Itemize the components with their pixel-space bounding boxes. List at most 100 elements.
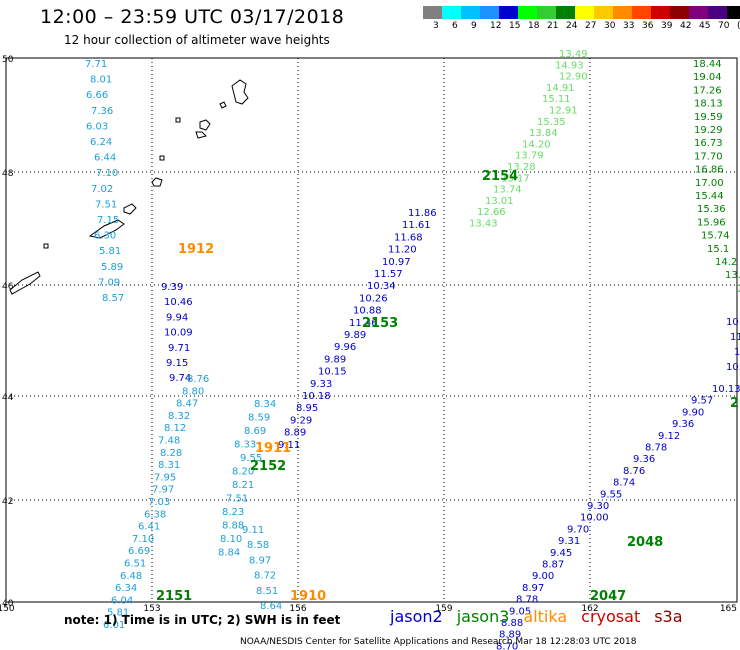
wave-height-value: 6.03	[86, 121, 108, 132]
wave-height-value: 17.26	[693, 85, 722, 96]
wave-height-value: 10.15	[318, 367, 347, 378]
wave-height-value: 5.81	[107, 608, 129, 619]
map-grid	[6, 58, 737, 602]
wave-height-value: 9.33	[310, 379, 332, 390]
wave-height-value: 16.73	[694, 138, 723, 149]
wave-height-value: 9.11	[242, 525, 264, 536]
wave-height-value: 13.84	[529, 128, 558, 139]
wave-height-value: 8.89	[284, 428, 306, 439]
map-frame	[5, 57, 738, 603]
scale-label: 12	[490, 21, 502, 31]
scale-swatch	[632, 6, 651, 19]
wave-height-value: 12.91	[549, 106, 578, 117]
wave-height-value: 8.31	[158, 460, 180, 471]
wave-height-value: 9.89	[344, 330, 366, 341]
wave-height-value: 8.88	[501, 618, 523, 629]
pass-time-label: 2047	[590, 589, 626, 604]
wave-height-value: 9.39	[161, 282, 183, 293]
wave-height-value: 14.93	[555, 60, 584, 71]
wave-height-value: 9.00	[532, 571, 554, 582]
map-border	[5, 57, 738, 603]
track-tR2: 10 11 11 10.3	[726, 317, 740, 373]
wave-height-value: 6.04	[111, 595, 133, 606]
wave-height-value: 18.44	[693, 59, 722, 70]
wave-height-value: 9.29	[290, 415, 312, 426]
wave-height-value: 6.66	[86, 90, 108, 101]
wave-height-value: 6.34	[115, 583, 137, 594]
wave-height-value: 6.44	[94, 153, 116, 164]
wave-height-value: 7.71	[85, 59, 107, 70]
wave-height-value: 9.96	[334, 342, 356, 353]
axis-labels: 150 153 156 159 162 165 50 48 46 44 42 40	[0, 55, 737, 614]
legend-s3a: s3a	[654, 607, 683, 626]
wave-height-value: 11.57	[374, 269, 403, 280]
wave-height-value: 8.57	[102, 293, 124, 304]
scale-label: 15	[509, 21, 521, 31]
pass-time-label: 2151	[156, 589, 192, 604]
wave-height-value: 8.97	[249, 555, 271, 566]
wave-height-value: 8.58	[247, 540, 269, 551]
track-t1910: 9.11 8.58 8.97 8.72 8.51 8.64	[242, 525, 282, 612]
wave-height-value: 9.05	[509, 606, 531, 617]
scale-label: 6	[452, 21, 458, 31]
legend-jason3: jason3	[456, 607, 510, 626]
wave-height-value: 8.59	[248, 413, 270, 424]
wave-height-value: 6.38	[144, 509, 166, 520]
wave-height-value: 14.20	[522, 139, 551, 150]
wave-height-value: 8.34	[254, 399, 276, 410]
wave-height-value: 11	[730, 332, 740, 343]
wave-height-value: 10.09	[164, 328, 193, 339]
track-t1912c: 8.768.80 8.478.328.12 7.488.288.317.95 7.97…	[103, 374, 209, 631]
lat-tick-label: 50	[2, 55, 14, 65]
wave-height-value: 13.28	[507, 162, 536, 173]
wave-height-value: 12.66	[477, 207, 506, 218]
wave-height-value: 8.87	[542, 560, 564, 571]
lat-tick-label: 42	[2, 497, 13, 507]
wave-height-value: 15.1	[707, 244, 729, 255]
wave-height-value: 15.11	[542, 94, 571, 105]
lat-tick-label: 46	[2, 282, 14, 292]
wave-height-value: 8.21	[232, 480, 254, 491]
wave-height-value: 6.41	[138, 522, 160, 533]
scale-swatch	[442, 6, 461, 19]
scale-swatch	[689, 6, 708, 19]
wave-height-value: 6.69	[128, 546, 150, 557]
wave-height-value: 10.97	[382, 257, 411, 268]
wave-height-value: 7.15	[97, 215, 119, 226]
pass-time-label: 2048	[627, 535, 663, 550]
scale-label: 21	[547, 21, 559, 31]
scale-label: 39	[661, 21, 673, 31]
pass-time-label: 2153	[362, 316, 398, 331]
wave-height-value: 8.69	[244, 426, 266, 437]
wave-height-value: 15.36	[697, 204, 726, 215]
wave-height-value: 7.95	[154, 472, 176, 483]
wave-height-value: 13.43	[469, 219, 498, 230]
scale-label: 27	[585, 21, 597, 31]
wave-height-value: 17.00	[695, 178, 724, 189]
wave-height-value: 9.31	[558, 536, 580, 547]
track-t1912b: 9.39 10.46 9.94 10.09 9.71 9.15 9.74	[161, 282, 193, 384]
wave-height-value: 8.78	[516, 595, 538, 606]
wave-height-value: 18.13	[694, 99, 723, 110]
wave-height-value: 6.01	[103, 620, 125, 631]
land-outlines	[9, 79, 249, 295]
wave-height-value: 12.90	[559, 72, 588, 83]
pass-labels: 1912 2154 2153 1911 2152 2048 2151 1910 2047 2	[156, 169, 739, 604]
wave-height-value: 8.84	[218, 548, 240, 559]
scale-swatch	[499, 6, 518, 19]
wave-height-value: 19.04	[693, 72, 722, 83]
footer-credit: NOAA/NESDIS Center for Satellite Applica…	[240, 637, 637, 647]
lat-tick-label: 44	[2, 393, 14, 403]
scale-swatch	[613, 6, 632, 19]
wave-height-value: 9.12	[658, 431, 680, 442]
wave-height-value: 7.10	[96, 168, 118, 179]
wave-height-value: 10.46	[164, 297, 193, 308]
wave-height-value: 19.29	[694, 125, 723, 136]
wave-height-value: 7.02	[91, 184, 113, 195]
wave-height-value: 8.20	[232, 467, 254, 478]
wave-height-value: 9.30	[587, 501, 609, 512]
wave-height-value: 8.72	[254, 571, 276, 582]
wave-height-value: 8.70	[496, 641, 518, 650]
